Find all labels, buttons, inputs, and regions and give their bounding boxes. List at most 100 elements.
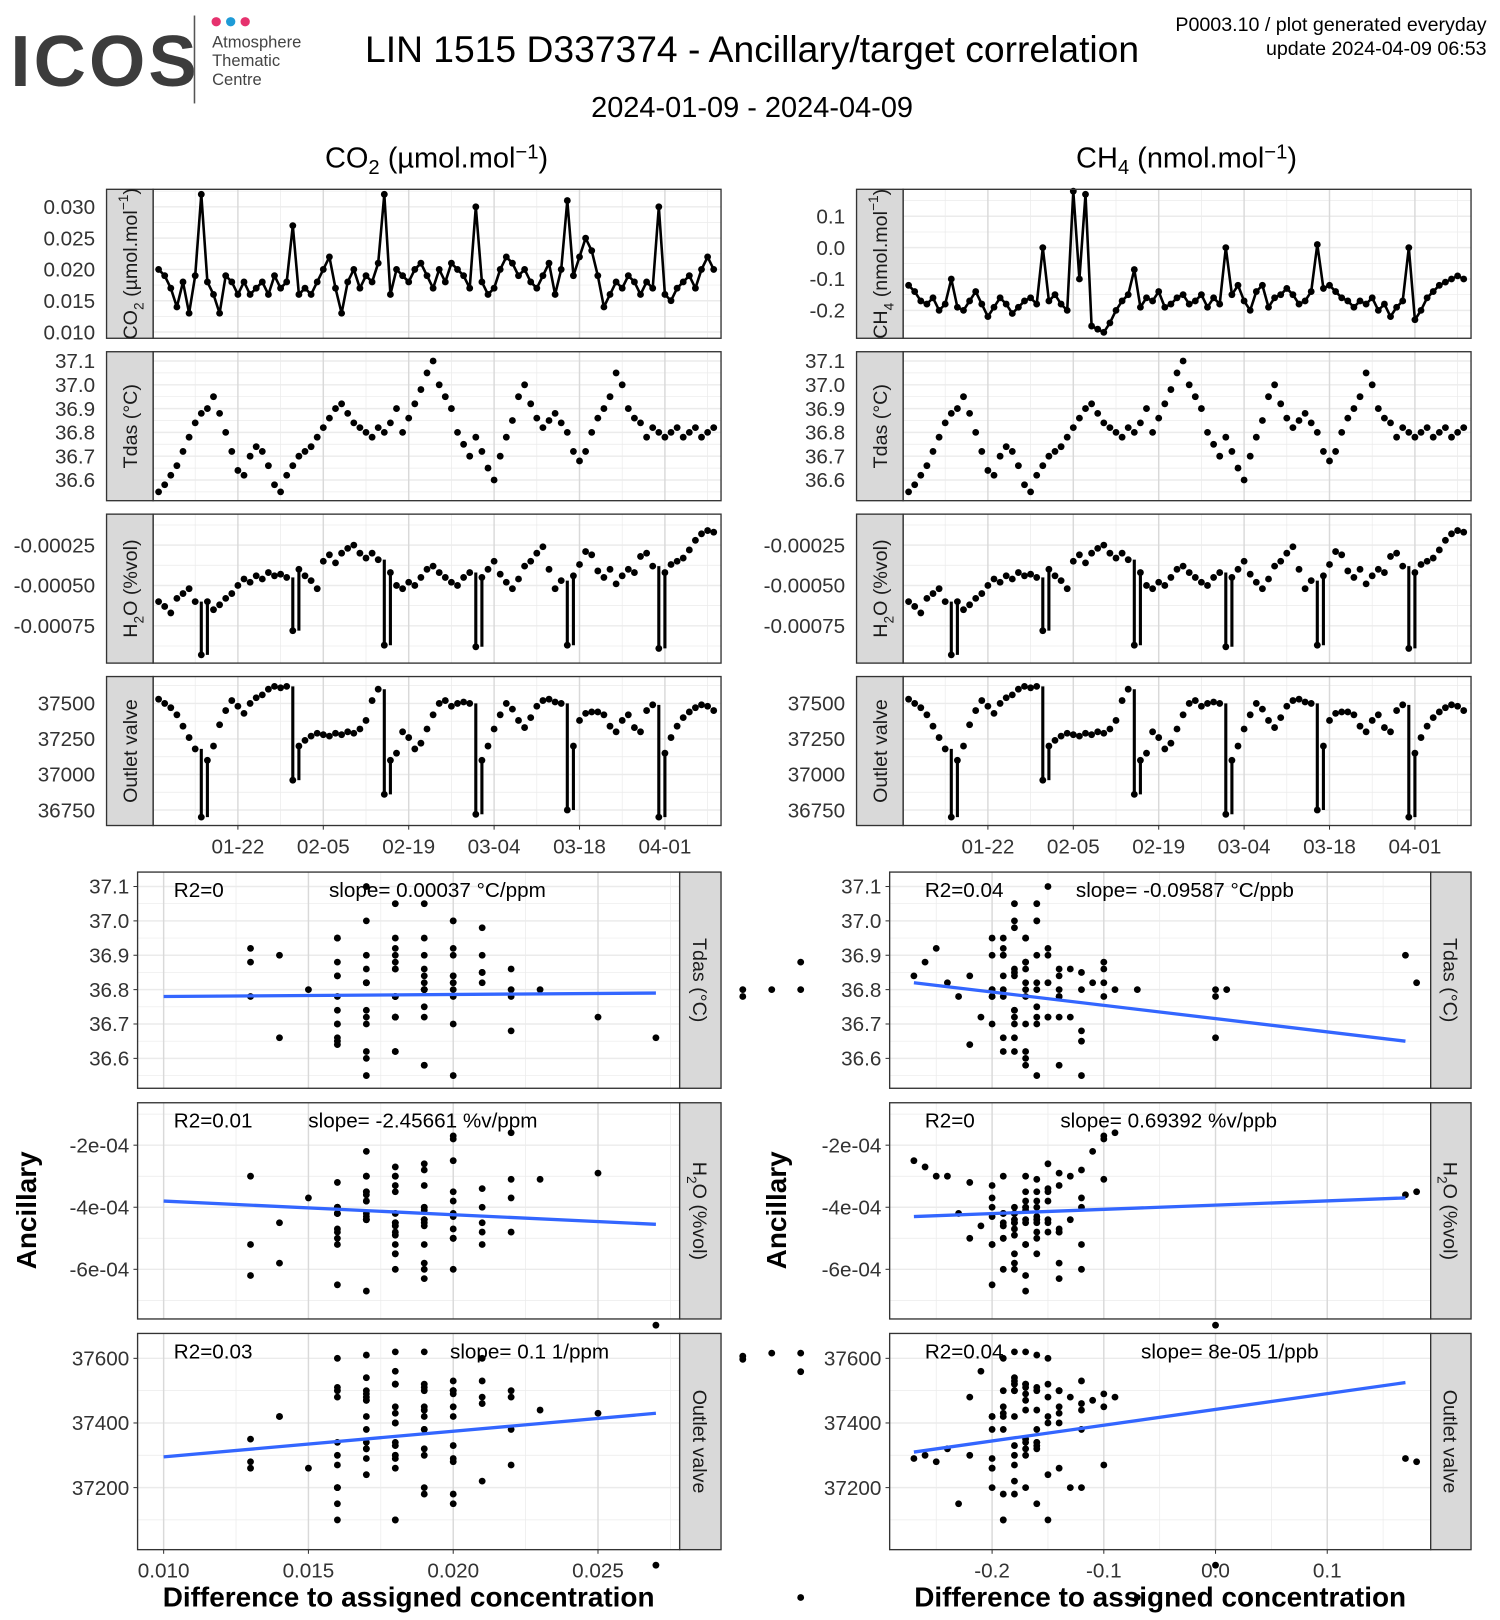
scatter-point xyxy=(1055,1259,1063,1267)
y-tick-label: 36750 xyxy=(788,799,845,822)
data-point xyxy=(1307,577,1315,585)
r2-label: R2=0.04 xyxy=(925,1340,1004,1363)
data-point xyxy=(356,284,364,292)
data-point xyxy=(161,700,169,707)
data-point xyxy=(362,554,370,562)
scatter-point xyxy=(478,1477,486,1485)
scatter-point xyxy=(1022,1197,1030,1205)
scatter-point xyxy=(247,1458,254,1466)
data-point xyxy=(923,711,931,719)
data-point xyxy=(210,291,217,298)
chart-title: LIN 1515 D337374 - Ancillary/target corr… xyxy=(365,28,1139,70)
data-point xyxy=(484,565,492,573)
strip-label: Tdas (°C) xyxy=(870,384,892,468)
data-point xyxy=(1167,739,1175,747)
scatter-point xyxy=(977,1222,985,1230)
data-point xyxy=(643,549,651,557)
scatter-point xyxy=(1078,1241,1085,1248)
data-point xyxy=(332,405,339,413)
scatter-point xyxy=(932,1458,940,1466)
data-point xyxy=(1460,707,1468,714)
data-point xyxy=(1082,190,1089,198)
data-point xyxy=(454,266,461,273)
data-point xyxy=(649,562,657,570)
data-point xyxy=(1283,284,1291,292)
data-point xyxy=(1374,711,1382,719)
scatter-point xyxy=(1044,1354,1052,1362)
y-tick-label: 37.0 xyxy=(89,910,129,933)
scatter-point xyxy=(1111,1393,1119,1401)
scatter-point xyxy=(478,1219,486,1227)
timeseries-panel-ch4-tdas: 36.636.736.836.937.037.1 Tdas (°C) xyxy=(805,350,1472,502)
data-point xyxy=(960,742,967,750)
data-point xyxy=(698,433,705,441)
scatter-point xyxy=(362,1172,370,1180)
scatter-point xyxy=(999,951,1007,959)
scatter-point xyxy=(1011,1034,1018,1042)
data-point xyxy=(240,471,248,479)
data-point xyxy=(508,259,516,267)
scatter-point xyxy=(449,917,457,925)
scatter-point xyxy=(652,1321,660,1329)
strip xyxy=(678,1332,722,1551)
data-point xyxy=(508,705,516,713)
scatter-point xyxy=(1055,972,1063,980)
y-tick-label: 37500 xyxy=(788,693,845,716)
data-point xyxy=(1411,749,1419,757)
data-point xyxy=(1100,328,1108,336)
panel-background xyxy=(903,514,1472,664)
scatter-point xyxy=(1033,1003,1041,1011)
scatter-point xyxy=(247,1272,254,1279)
data-point xyxy=(1258,281,1266,289)
data-point xyxy=(1039,627,1047,635)
data-point xyxy=(295,742,303,750)
scatter-point xyxy=(420,1426,428,1433)
data-point xyxy=(1301,409,1309,417)
data-point xyxy=(1069,557,1077,565)
scatter-point xyxy=(362,1455,370,1462)
strip xyxy=(855,513,904,664)
scatter-point xyxy=(988,1203,996,1211)
y-tick-label: 36.7 xyxy=(89,1013,129,1036)
data-point xyxy=(533,414,541,422)
scatter-point xyxy=(391,1188,399,1196)
data-point xyxy=(441,697,449,704)
scatter-point xyxy=(333,934,341,942)
scatter-point xyxy=(1033,1426,1041,1433)
scatter-point xyxy=(1033,1250,1041,1258)
data-point xyxy=(679,433,687,441)
data-point xyxy=(1319,572,1327,580)
data-point xyxy=(935,433,943,441)
scatter-point xyxy=(739,986,747,994)
scatter-point xyxy=(333,1234,341,1242)
data-point xyxy=(1411,569,1419,576)
scatter-point xyxy=(391,944,399,952)
data-point xyxy=(362,272,370,280)
y-tick-label: 36.6 xyxy=(805,469,845,492)
data-point xyxy=(582,448,590,455)
data-point xyxy=(600,573,608,581)
data-point xyxy=(533,549,541,557)
scatter-point xyxy=(999,1426,1007,1433)
data-point xyxy=(1411,316,1419,324)
data-point xyxy=(1185,381,1193,389)
data-point xyxy=(685,546,693,554)
data-point xyxy=(1313,641,1321,649)
data-point xyxy=(319,266,327,273)
data-point xyxy=(1075,732,1083,740)
scatter-point xyxy=(391,1231,399,1239)
scatter-point xyxy=(420,1275,428,1283)
scatter-panel-co2-tdas: 36.6 36.7 36.8 36.9 37.0 37.1 R2=0 slope= 0.000… xyxy=(89,871,805,1089)
scatter-point xyxy=(247,1241,254,1248)
data-point xyxy=(1002,694,1010,702)
data-point xyxy=(551,409,559,417)
data-point xyxy=(1155,578,1163,586)
data-point xyxy=(1033,682,1041,690)
scatter-point xyxy=(449,1132,457,1140)
data-point xyxy=(435,266,443,273)
data-point xyxy=(911,288,919,295)
data-point xyxy=(435,569,443,576)
data-point xyxy=(313,278,321,286)
y-tick-label: -4e-04 xyxy=(822,1196,882,1219)
scatter-point xyxy=(1044,1013,1052,1021)
